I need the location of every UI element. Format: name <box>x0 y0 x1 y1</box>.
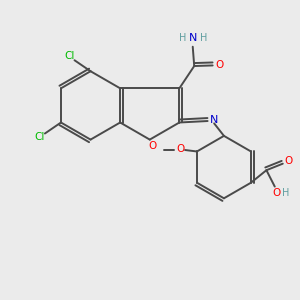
Text: N: N <box>210 116 218 125</box>
Text: O: O <box>148 141 156 151</box>
Text: O: O <box>215 60 223 70</box>
Text: O: O <box>272 188 281 197</box>
Text: N: N <box>188 33 197 43</box>
Text: O: O <box>177 144 185 154</box>
Text: H: H <box>178 33 186 43</box>
Text: O: O <box>285 156 293 166</box>
Text: H: H <box>282 188 290 198</box>
Text: H: H <box>200 33 208 43</box>
Text: Cl: Cl <box>34 132 45 142</box>
Text: Cl: Cl <box>64 51 74 62</box>
